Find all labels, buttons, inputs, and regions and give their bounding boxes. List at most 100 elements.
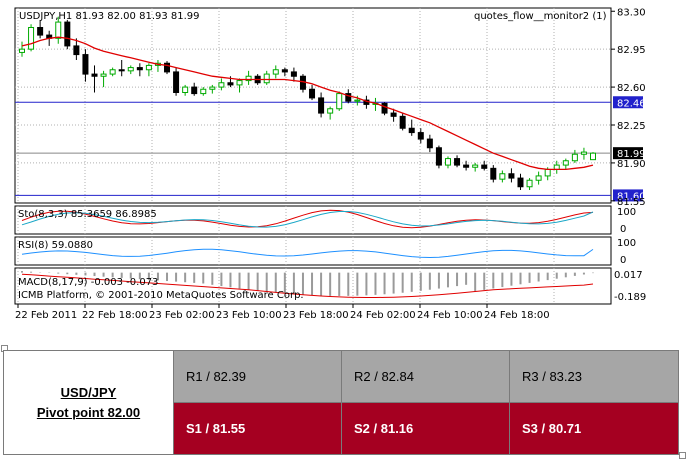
price-level-tag-text: 81.99 (617, 149, 646, 160)
candle-body (535, 175, 542, 181)
candle-body (281, 69, 288, 73)
candle-body (562, 160, 569, 166)
candle-body (55, 21, 62, 39)
candle-body (227, 82, 234, 86)
horizontal-lines: 82.46 81.60 81.99 (15, 96, 646, 202)
candle-body (136, 67, 143, 71)
stoch-signal-line (21, 211, 594, 228)
indicator-label: quotes_flow__monitor2 (1) (474, 11, 607, 22)
candle-body (209, 86, 216, 90)
candle-body (100, 73, 107, 77)
candle-body (571, 153, 578, 162)
stoch-tick-bottom: 0 (620, 224, 626, 235)
y-tick-label: 82.95 (617, 45, 646, 56)
rsi-line (21, 248, 594, 259)
candle-body (109, 69, 116, 75)
macd-tick-top: 0.017 (614, 270, 643, 281)
x-tick-label: 23 Feb 18:00 (283, 310, 349, 321)
moving-average-line (21, 36, 594, 171)
pivot-table: USD/JPY Pivot point 82.00 R1 / 82.39 R2 … (3, 350, 679, 455)
table-handle-bottom-right[interactable] (679, 452, 686, 459)
candle-body (354, 99, 361, 102)
x-tick-label: 24 Feb 18:00 (484, 310, 550, 321)
macd-signal-line (21, 273, 594, 298)
candle-body (182, 86, 189, 94)
candle-body (499, 173, 506, 180)
price-level-tag (613, 147, 643, 160)
candle-body (236, 80, 243, 86)
candle-body (526, 179, 533, 188)
x-tick-label: 24 Feb 02:00 (350, 310, 416, 321)
candle-body (417, 132, 424, 140)
candle-body (218, 82, 225, 88)
y-tick-label: 81.55 (617, 197, 646, 208)
candle-body (463, 164, 470, 168)
macd-histogram (21, 271, 594, 296)
candle-body (73, 45, 80, 56)
candle-body (336, 93, 343, 110)
rsi-panel-frame (14, 236, 612, 266)
x-tick-label: 23 Feb 10:00 (216, 310, 282, 321)
candle-body (91, 73, 98, 77)
resistance-r1: R1 / 82.39 (173, 350, 342, 403)
candle-body (145, 64, 152, 71)
candle-body (390, 112, 397, 117)
support-s1: S1 / 81.55 (173, 402, 342, 455)
main-grid (15, 8, 611, 203)
macd-label: MACD(8,17,9) -0.003 -0.073 (18, 277, 158, 288)
price-axis: 83.30 82.95 82.60 82.25 81.90 81.55 (611, 7, 646, 208)
candle-body (245, 75, 252, 82)
candle-body (508, 173, 515, 179)
candle-body (64, 21, 71, 47)
time-axis: 22 Feb 2011 22 Feb 18:00 23 Feb 02:00 23 Fe… (15, 304, 550, 321)
price-level-tag-text: 82.46 (617, 98, 646, 109)
candle-body (37, 27, 44, 36)
price-level-tag-text: 81.60 (617, 191, 646, 202)
x-tick-label: 23 Feb 02:00 (149, 310, 215, 321)
candles (19, 16, 596, 190)
stoch-label: Sto(8,3,3) 85.3659 86.8985 (18, 209, 157, 220)
candle-body (454, 158, 461, 166)
candle-body (444, 158, 451, 166)
y-tick-label: 82.25 (617, 121, 646, 132)
price-level-tag (613, 96, 643, 109)
candle-body (28, 27, 35, 50)
candle-body (263, 73, 270, 84)
candle-body (272, 69, 279, 75)
stoch-tick-top: 100 (617, 207, 636, 218)
pair-cell: USD/JPY Pivot point 82.00 (3, 350, 174, 455)
watermark: ICMB Platform, © 2001-2010 MetaQuotes So… (18, 290, 304, 301)
candle-body (127, 67, 134, 72)
candle-body (290, 71, 297, 77)
x-tick-label: 22 Feb 2011 (15, 310, 77, 321)
y-tick-label: 83.30 (617, 7, 646, 18)
y-tick-label: 81.90 (617, 159, 646, 170)
price-level-tag (613, 189, 643, 202)
resistance-r3: R3 / 83.23 (509, 350, 679, 403)
candle-body (19, 48, 25, 53)
candle-body (490, 167, 497, 180)
rsi-tick-bottom: 0 (620, 255, 626, 266)
ma-path (21, 36, 594, 171)
support-s2: S2 / 81.16 (341, 402, 510, 455)
x-tick-label: 24 Feb 10:00 (417, 310, 483, 321)
main-panel-frame (14, 7, 612, 204)
chart-canvas[interactable]: 82.46 81.60 81.99 83.30 82.95 82.60 82.25 81.9… (0, 0, 688, 328)
candle-body (399, 115, 406, 129)
y-tick-label: 82.60 (617, 83, 646, 94)
candle-body (544, 168, 551, 177)
support-s3: S3 / 80.71 (509, 402, 679, 455)
candle-body (164, 62, 171, 73)
candle-body (481, 164, 488, 169)
symbol-header: USDJPY,H1 81.93 82.00 81.93 81.99 (19, 11, 200, 22)
candle-body (309, 88, 316, 99)
candle-body (173, 71, 180, 93)
candle-body (381, 102, 388, 114)
stoch-panel-frame (14, 205, 612, 235)
rsi-tick-top: 100 (617, 238, 636, 249)
candle-body (435, 147, 442, 166)
x-tick-label: 22 Feb 18:00 (82, 310, 148, 321)
candle-body (327, 108, 334, 114)
price-chart[interactable]: 82.46 81.60 81.99 83.30 82.95 82.60 82.25 81.9… (0, 0, 688, 328)
candle-body (118, 69, 125, 72)
